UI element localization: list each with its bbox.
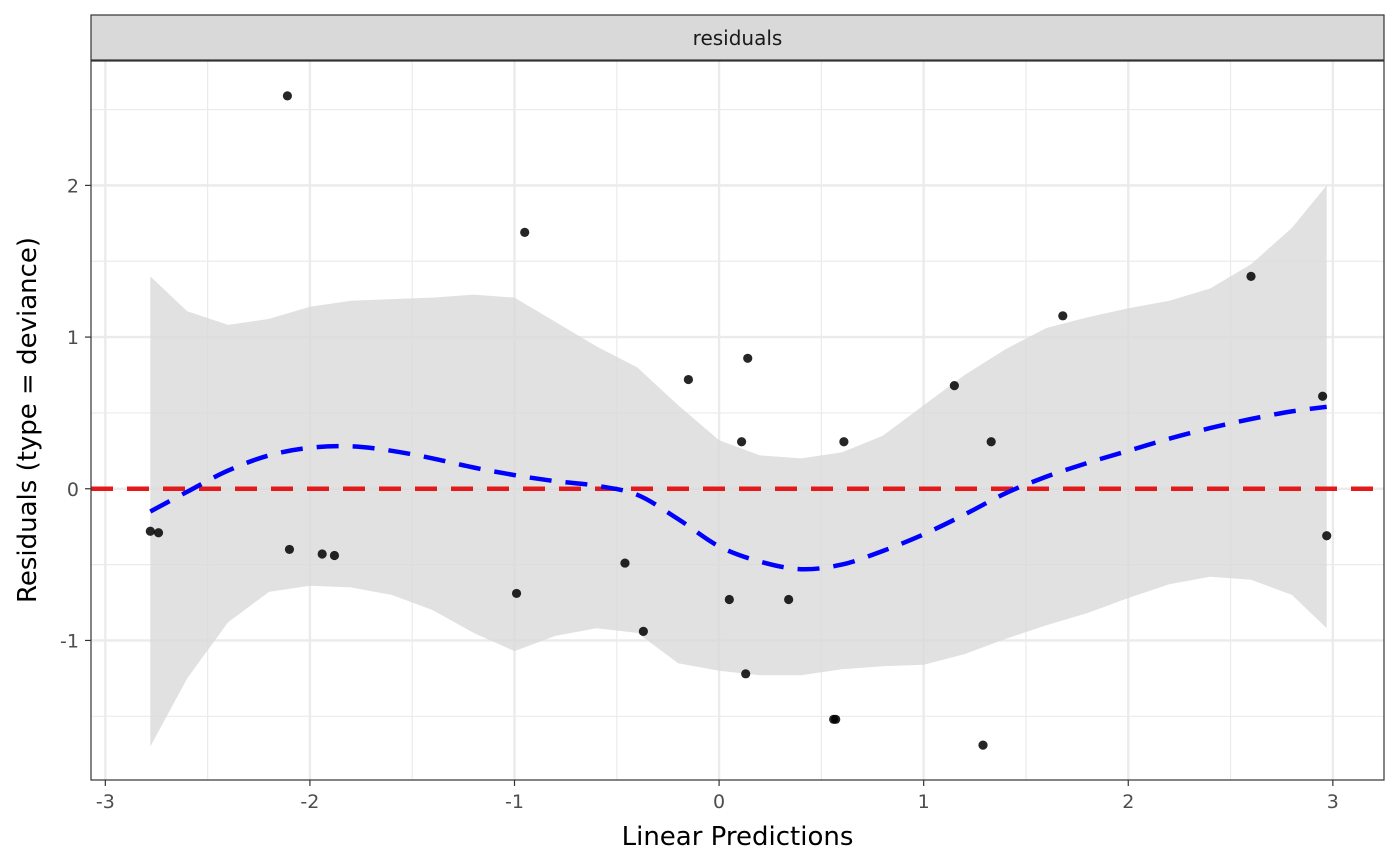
x-axis-title: Linear Predictions [622,822,854,852]
data-point [1322,531,1332,541]
data-point [284,544,295,555]
data-point [317,549,327,559]
confidence-ribbon [150,185,1327,747]
data-point [986,437,996,447]
data-point [683,374,693,385]
data-point [736,437,747,447]
data-point [839,437,849,447]
data-point [520,227,530,238]
y-tick-label: 2 [67,175,79,197]
y-tick-label: 0 [67,479,79,501]
data-point [1318,391,1328,401]
y-axis: -1 0 1 2 [60,175,91,652]
data-point [145,526,155,536]
smooth-trend-line [149,404,1328,572]
data-point [1058,311,1068,321]
data-point [620,558,630,568]
y-tick-label: 1 [67,327,79,349]
data-point [638,626,648,636]
facet-strip [90,14,1385,61]
data-point [282,91,293,101]
data-point [329,550,340,561]
data-point [153,528,164,538]
x-axis: -3 -2 -1 0 1 2 3 [96,780,1339,813]
data-point [724,594,734,605]
y-axis-title: Residuals (type = deviance) [13,237,43,603]
y-tick-label: -1 [60,630,79,652]
x-tick-label: -2 [300,791,319,813]
data-point [978,740,988,750]
facet-strip-label: residuals [693,26,783,50]
x-tick-label: -3 [96,791,115,813]
x-tick-label: 3 [1327,791,1339,813]
data-point [1246,271,1256,281]
x-tick-label: 0 [713,791,725,813]
data-point [511,588,522,599]
x-tick-label: 2 [1122,791,1134,813]
data-point [949,381,959,391]
panel-border [90,60,1385,781]
data-points [145,91,1332,750]
data-point [743,353,753,363]
data-point [741,669,751,679]
data-point [831,714,841,724]
x-tick-label: 1 [918,791,930,813]
x-tick-label: -1 [505,791,524,813]
data-point [784,594,794,605]
